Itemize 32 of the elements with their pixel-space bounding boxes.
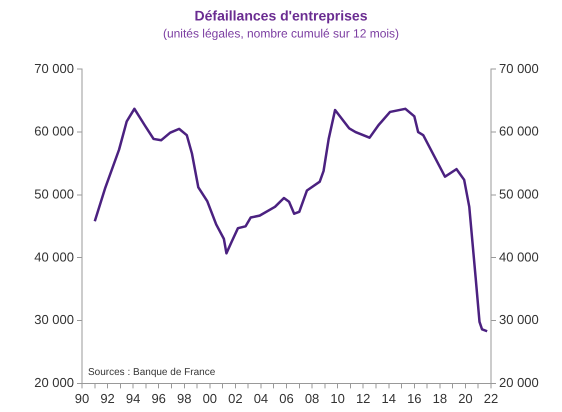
x-tick-label: 96 — [151, 390, 166, 406]
x-tick-label: 92 — [100, 390, 115, 406]
x-tick-label: 00 — [202, 390, 218, 406]
x-tick-label: 22 — [484, 390, 498, 406]
x-tick-label: 08 — [304, 390, 320, 406]
x-tick-label: 06 — [279, 390, 294, 406]
chart-title: Défaillances d'entreprises — [194, 7, 368, 24]
x-tick-label: 90 — [74, 390, 90, 406]
x-tick-label: 14 — [382, 390, 396, 406]
x-tick-label: 20 — [458, 390, 473, 406]
x-tick-label: 02 — [228, 390, 243, 406]
y-tick-label: 60 000 — [34, 124, 74, 139]
chart-subtitle: (unités légales, nombre cumulé sur 12 mois) — [162, 26, 400, 40]
y2-tick-label: 30 000 — [499, 312, 539, 328]
x-tick-label: 12 — [356, 390, 370, 406]
x-tick-label: 98 — [177, 390, 192, 406]
y2-tick-label: 70 000 — [499, 60, 539, 76]
annotation: Sources : Banque de France — [88, 367, 216, 378]
y2-tick-label: 60 000 — [499, 124, 539, 139]
y-tick-label: 40 000 — [34, 249, 74, 264]
y-tick-label: 50 000 — [34, 186, 74, 202]
y2-tick-label: 20 000 — [499, 374, 539, 390]
x-tick-label: 94 — [126, 390, 140, 406]
y2-tick-label: 40 000 — [499, 249, 539, 264]
y-tick-label: 30 000 — [34, 312, 74, 328]
x-tick-label: 16 — [407, 390, 422, 406]
x-tick-label: 18 — [432, 390, 448, 406]
y-tick-label: 70 000 — [34, 60, 74, 76]
y2-tick-label: 50 000 — [499, 186, 539, 202]
x-tick-label: 10 — [330, 390, 345, 406]
y-tick-label: 20 000 — [34, 374, 74, 390]
x-tick-label: 04 — [254, 390, 268, 406]
